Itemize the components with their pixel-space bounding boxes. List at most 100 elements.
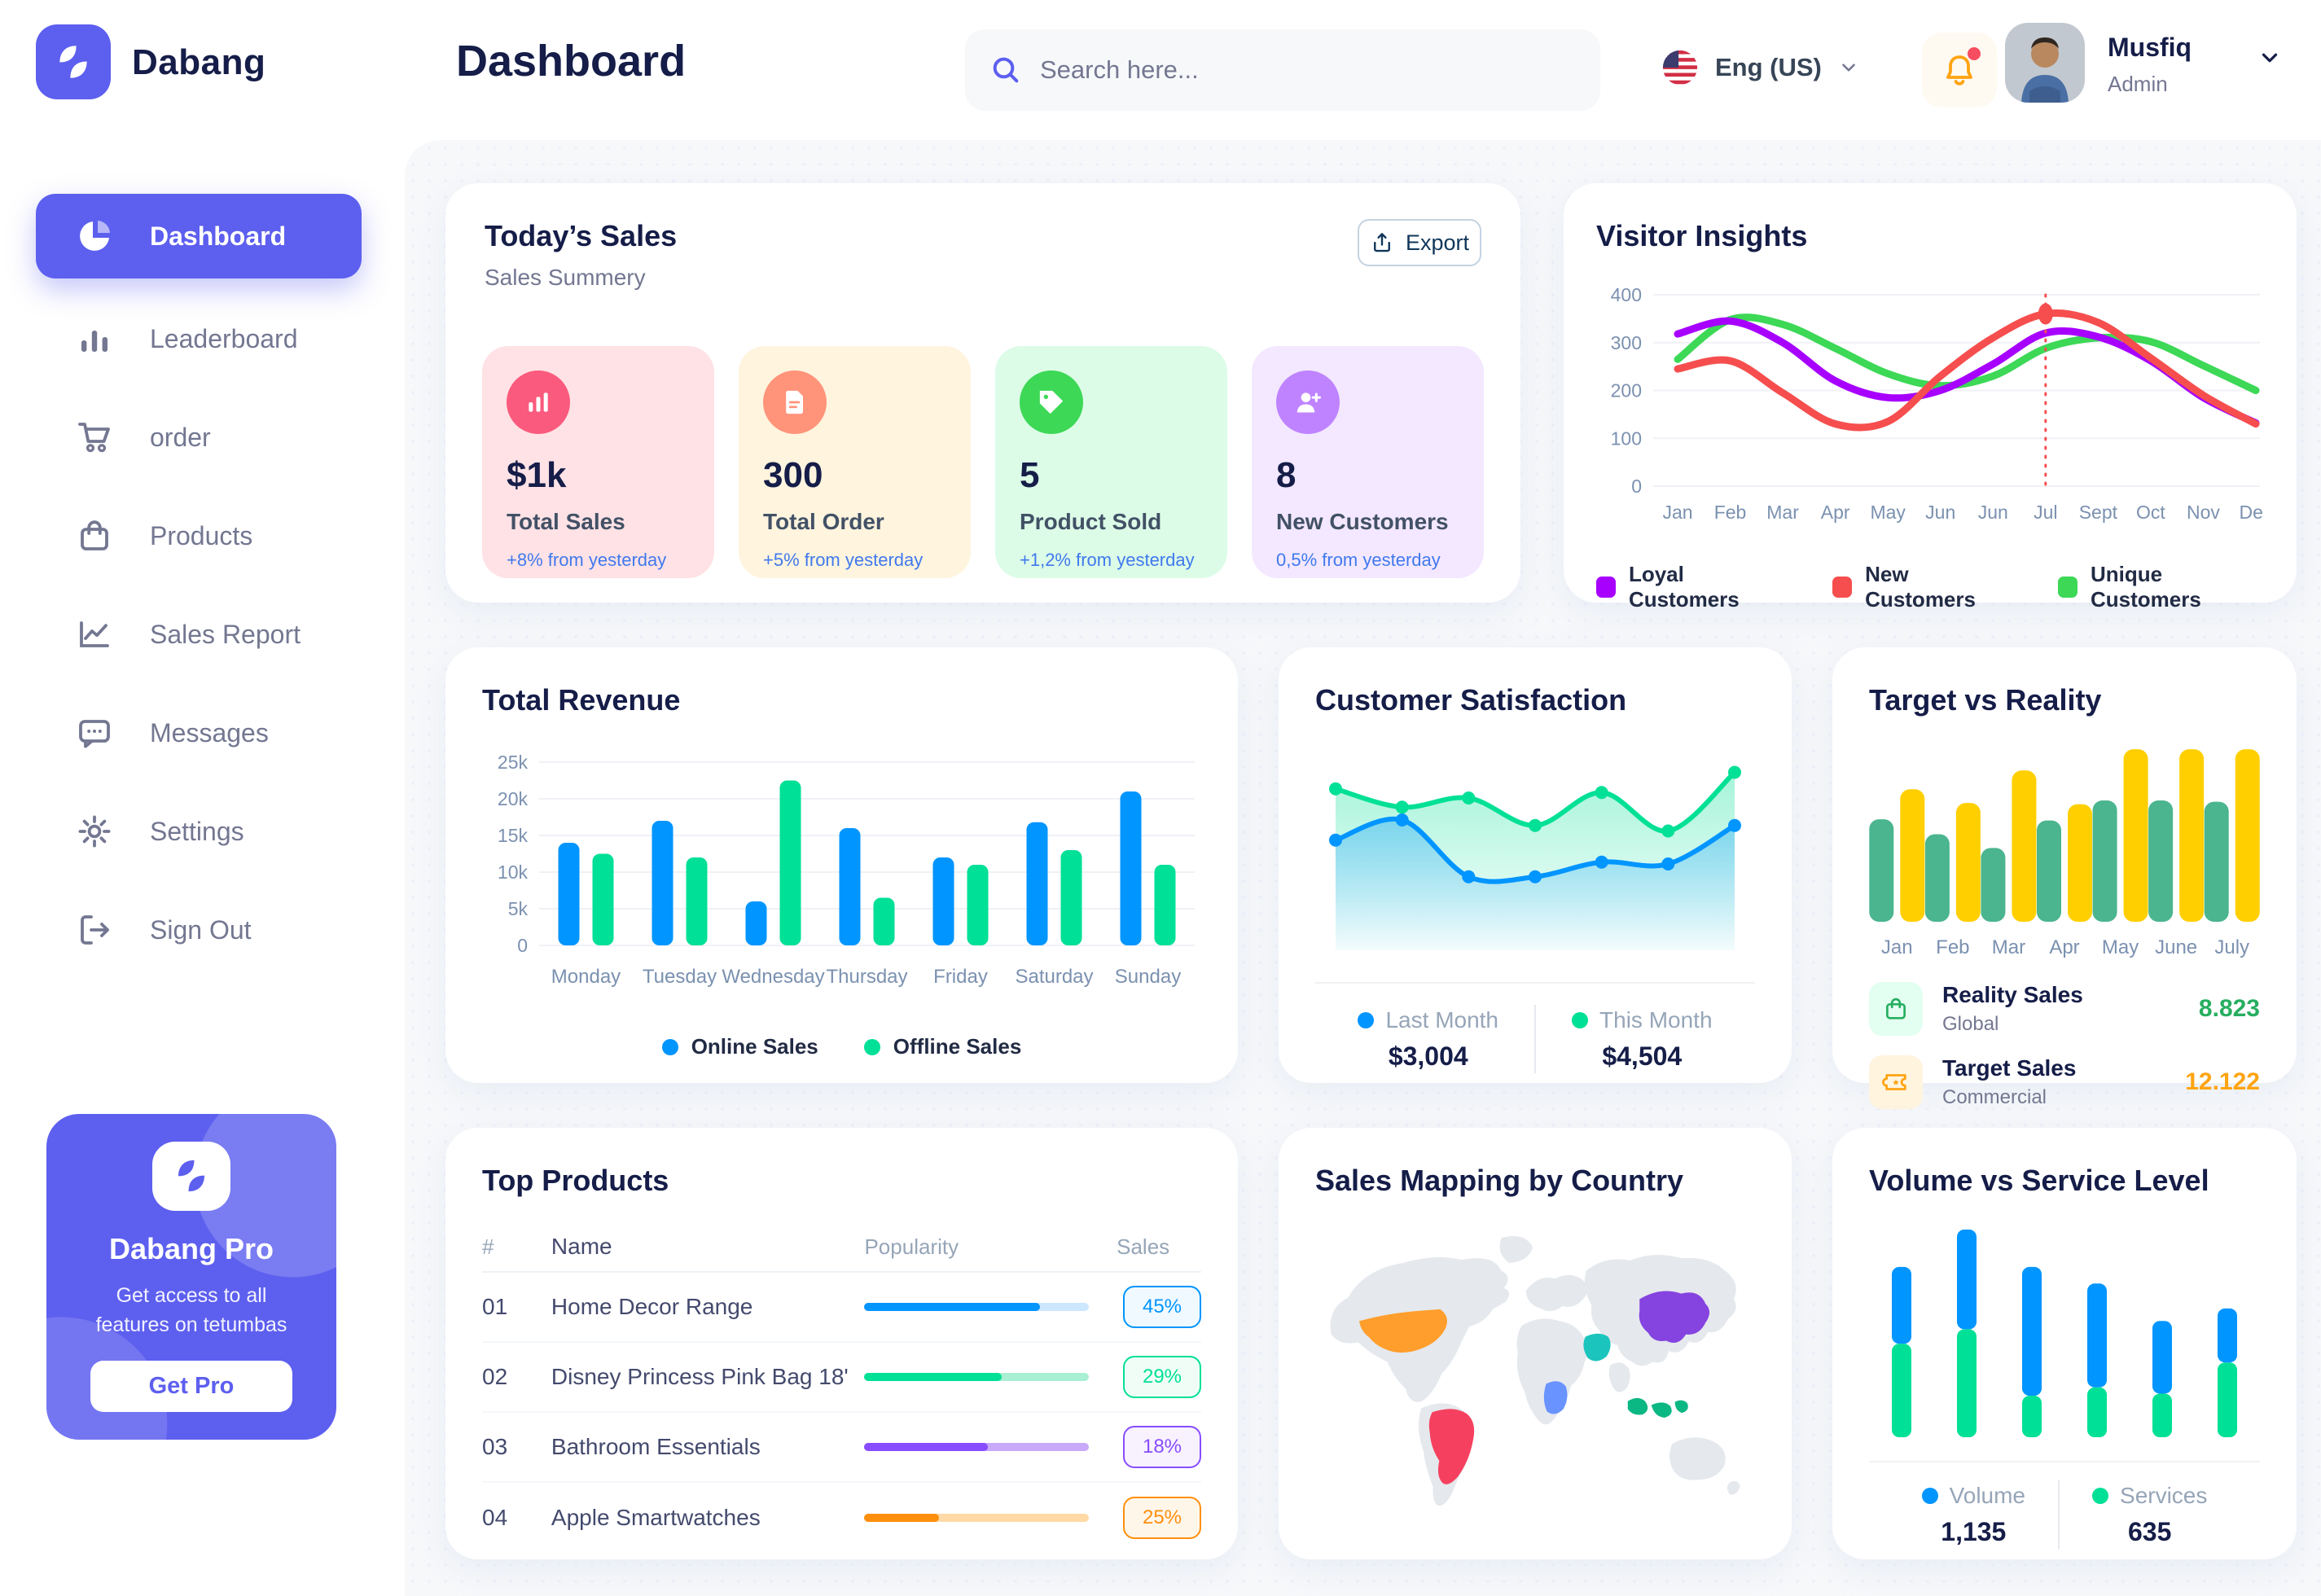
notifications-button[interactable] [1922, 33, 1997, 107]
pro-logo [152, 1142, 230, 1211]
stat-delta: +8% from yesterday [507, 550, 667, 570]
sidebar-item-sign-out[interactable]: Sign Out [36, 894, 362, 966]
sales-badge: 25% [1123, 1497, 1201, 1539]
sidebar-item-leaderboard[interactable]: Leaderboard [36, 303, 362, 375]
customer-satisfaction-card: Customer Satisfaction Last Month $3,004 … [1279, 647, 1792, 1083]
legend-label: This Month [1599, 1006, 1713, 1033]
total-revenue-title: Total Revenue [482, 683, 681, 717]
legend-label: Offline Sales [893, 1034, 1022, 1059]
sidebar-item-sales-report[interactable]: Sales Report [36, 598, 362, 670]
legend-swatch [1832, 577, 1853, 598]
search-bar[interactable] [965, 29, 1600, 111]
target-vs-reality-chart: Jan Feb Mar Apr May June July [1869, 749, 2260, 958]
sidebar-item-label: Dashboard [150, 221, 287, 251]
svg-text:Jul: Jul [2034, 502, 2057, 523]
svg-text:20k: 20k [498, 788, 529, 809]
sidebar-item-messages[interactable]: Messages [36, 697, 362, 769]
legend-label: Last Month [1385, 1006, 1499, 1033]
total-revenue-legend: Online Sales Offline Sales [482, 1034, 1201, 1059]
message-icon [79, 720, 110, 748]
row-num: 02 [482, 1364, 508, 1389]
svg-text:Apr: Apr [2049, 936, 2079, 958]
cart-icon [78, 423, 110, 453]
table-row[interactable]: 02 Disney Princess Pink Bag 18' 29% [482, 1343, 1201, 1413]
row-num: 03 [482, 1434, 508, 1459]
target-vs-reality-card: Target vs Reality Jan Feb Mar Apr May June Jul… [1832, 647, 2297, 1109]
customer-satisfaction-title: Customer Satisfaction [1315, 683, 1627, 717]
sales-badge: 29% [1123, 1356, 1201, 1398]
stat-value: 5 [1020, 455, 1040, 495]
avatar-photo [2005, 23, 2085, 103]
svg-text:May: May [2102, 936, 2139, 958]
legend-dot [1921, 1487, 1938, 1504]
svg-text:Thursday: Thursday [826, 966, 907, 988]
svg-text:Jan: Jan [1881, 936, 1913, 958]
todays-sales-subtitle: Sales Summery [485, 265, 646, 290]
legend-label: Online Sales [691, 1034, 818, 1059]
legend-dot [1572, 1011, 1589, 1028]
stat-icon-circle [507, 370, 570, 434]
get-pro-button[interactable]: Get Pro [90, 1360, 292, 1412]
divider [2058, 1480, 2060, 1549]
sidebar-item-settings[interactable]: Settings [36, 796, 362, 867]
map-country-congo[interactable] [1543, 1381, 1568, 1414]
sales-mapping-title: Sales Mapping by Country [1315, 1164, 1684, 1197]
language-selector[interactable]: Eng (US) [1661, 39, 1859, 96]
stat-icon-circle [1020, 370, 1083, 434]
table-row[interactable]: 04 Apple Smartwatches 25% [482, 1483, 1201, 1553]
target-sublabel: Commercial [1942, 1086, 2047, 1108]
top-products-title: Top Products [482, 1164, 669, 1197]
sidebar-item-products[interactable]: Products [36, 500, 362, 572]
svg-text:Jun: Jun [1925, 502, 1955, 523]
svg-text:25k: 25k [498, 752, 529, 773]
map-country-brazil[interactable] [1428, 1409, 1475, 1484]
stat-card-product-sold: 5 Product Sold +1,2% from yesterday [995, 346, 1227, 578]
svg-text:0: 0 [517, 935, 528, 956]
line-chart-icon [80, 621, 109, 647]
header-name: Name [551, 1234, 612, 1259]
language-label: Eng (US) [1715, 53, 1822, 81]
top-products-table: # Name Popularity Sales 01 Home Decor Ra… [482, 1222, 1201, 1553]
visitor-insights-card: Visitor Insights 0 100 200 300 400 Jan Feb Mar A… [1564, 183, 2297, 612]
reality-sublabel: Global [1942, 1013, 1999, 1035]
avatar[interactable] [2005, 23, 2085, 103]
legend-item: Online Sales [661, 1034, 818, 1059]
map-country-indonesia[interactable] [1627, 1397, 1688, 1418]
bell-icon [1946, 55, 1972, 86]
export-button[interactable]: Export [1358, 219, 1481, 266]
bar-chart-icon [81, 331, 107, 352]
table-row[interactable]: 03 Bathroom Essentials 18% [482, 1413, 1201, 1483]
product-name: Apple Smartwatches [551, 1505, 761, 1530]
legend-label: New Customers [1865, 562, 1976, 612]
legend-swatch [1596, 577, 1616, 598]
map-country-china[interactable] [1639, 1291, 1710, 1344]
svg-text:Saturday: Saturday [1015, 966, 1093, 988]
customer-satisfaction-chart [1329, 765, 1741, 950]
bag-icon [81, 520, 108, 550]
table-row[interactable]: 01 Home Decor Range 45% [482, 1273, 1201, 1343]
svg-text:Mar: Mar [1766, 502, 1799, 523]
legend-dot [661, 1038, 678, 1055]
stat-icon-circle [1276, 370, 1340, 434]
search-input[interactable] [1040, 55, 1561, 85]
dabang-logo-icon [59, 46, 87, 78]
map-country-saudi[interactable] [1583, 1333, 1611, 1361]
table-header: # Name Popularity Sales [482, 1222, 1201, 1273]
page-title: Dashboard [456, 37, 687, 86]
stat-card-new-customers: 8 New Customers 0,5% from yesterday [1252, 346, 1484, 578]
export-icon [1374, 233, 1390, 252]
sidebar-item-order[interactable]: order [36, 401, 362, 473]
svg-text:Feb: Feb [1936, 936, 1969, 958]
sign-out-icon [81, 915, 109, 945]
pro-description: Get access to all features on tetumbas [95, 1283, 287, 1336]
todays-sales-title: Today’s Sales [485, 219, 678, 252]
map-country-usa[interactable] [1359, 1309, 1447, 1353]
sidebar-item-label: Products [150, 520, 253, 550]
user-menu-chevron-icon[interactable] [2257, 46, 2282, 70]
todays-sales-card: Today’s Sales Sales Summery Export $1k T… [445, 183, 1520, 603]
legend-item: Unique Customers [2058, 562, 2264, 612]
stat-label: Total Sales [507, 509, 625, 534]
stats-row: $1k Total Sales +8% from yesterday 300 T… [482, 346, 1484, 578]
sidebar-item-dashboard[interactable]: Dashboard [36, 194, 362, 278]
shopping-bag-icon [1886, 998, 1906, 1019]
